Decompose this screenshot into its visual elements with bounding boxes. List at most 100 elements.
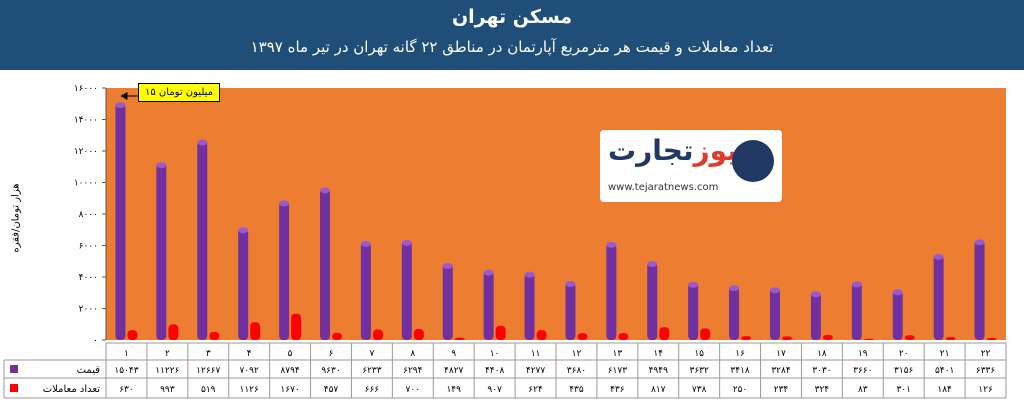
transaction-bar (618, 333, 629, 340)
transaction-value-label: ۳۰۱ (896, 385, 911, 395)
price-value-label: ۴۹۴۹ (649, 366, 669, 376)
price-bar-top (565, 281, 576, 288)
transaction-bar (168, 324, 179, 340)
price-bar (647, 261, 658, 340)
transaction-value-label: ۷۳۸ (692, 385, 707, 395)
category-label: ۱۹ (858, 349, 868, 359)
category-label: ۱۱ (531, 349, 541, 359)
category-label: ۱۴ (653, 349, 663, 359)
y-tick-label: ۱۰۰۰۰ (74, 179, 98, 189)
transaction-value-label: ۹۹۳ (160, 385, 175, 395)
category-label: ۵ (288, 349, 293, 359)
price-bar (606, 241, 617, 340)
price-bar-body (606, 242, 617, 340)
category-label: ۱۲ (572, 349, 582, 359)
price-bar-top (524, 271, 535, 278)
legend-label-price: قیمت (77, 365, 101, 376)
transaction-value-label: ۸۳ (858, 385, 868, 395)
y-tick-label: ۴۰۰۰ (79, 273, 98, 283)
price-bar-top (197, 139, 208, 146)
price-value-label: ۳۶۸۰ (567, 366, 586, 376)
price-bar (442, 262, 453, 340)
transaction-bar (413, 328, 424, 340)
price-bar-top (770, 287, 780, 294)
price-bar-top (974, 239, 985, 246)
price-bar-body (401, 240, 412, 340)
chart-header: مسکن تهران تعداد معاملات و قیمت هر مترمر… (0, 0, 1024, 70)
price-value-label: ۱۲۶۶۷ (196, 366, 220, 376)
transaction-value-label: ۱۱۲۶ (240, 385, 260, 395)
price-value-label: ۴۴۰۸ (485, 366, 505, 376)
category-label: ۲۲ (981, 349, 991, 359)
price-bar (770, 287, 780, 340)
price-bar (115, 102, 126, 340)
price-bar-body (320, 188, 330, 340)
transaction-bar (822, 334, 833, 340)
category-label: ۱۶ (735, 349, 745, 359)
price-value-label: ۳۲۸۴ (771, 366, 791, 376)
price-value-label: ۳۶۳۲ (690, 366, 710, 376)
price-bar-body (688, 282, 699, 340)
transaction-bar (127, 330, 138, 340)
price-bar (238, 227, 249, 340)
price-bar-top (401, 239, 412, 246)
price-value-label: ۴۸۲۷ (444, 366, 464, 376)
price-bar-top (156, 162, 167, 169)
price-bar-body (360, 241, 371, 340)
price-bar-top (238, 227, 249, 234)
y-tick-label: ۱۴۰۰۰ (74, 116, 98, 126)
price-bar-top (360, 240, 371, 247)
price-bar (729, 285, 740, 340)
y-tick-label: ۸۰۰۰ (79, 210, 98, 220)
transaction-bar (291, 313, 302, 340)
price-bar-body (892, 290, 903, 340)
y-tick-label: ۰ (93, 336, 98, 346)
price-bar-body (524, 272, 535, 340)
price-bar (320, 187, 330, 340)
price-value-label: ۳۴۱۸ (730, 366, 750, 376)
category-label: ۲ (165, 349, 170, 359)
transaction-value-label: ۱۲۶ (978, 385, 993, 395)
transaction-bar (659, 327, 670, 340)
logo-main-text: تجارت (608, 134, 694, 167)
price-bar (688, 281, 699, 340)
y-tick-label: ۲۰۰۰ (79, 305, 98, 315)
transaction-value-label: ۶۳۰ (119, 385, 134, 395)
price-value-label: ۶۳۳۶ (976, 366, 996, 376)
transaction-value-label: ۴۳۵ (569, 385, 584, 395)
price-bar-body (442, 263, 453, 340)
price-bar-body (933, 254, 944, 340)
transaction-value-label: ۹۰۷ (487, 385, 502, 395)
transaction-bar (454, 337, 465, 340)
price-bar (279, 200, 290, 340)
price-bar-body (770, 288, 780, 340)
price-value-label: ۳۶۶۰ (853, 366, 872, 376)
price-bar-body (729, 286, 740, 340)
transaction-bar (782, 336, 792, 340)
logo-url: www.tejaratnews.com (608, 182, 719, 193)
price-bar-top (729, 285, 740, 292)
transaction-value-label: ۲۵۰ (733, 385, 748, 395)
legend-swatch-transactions (10, 384, 18, 392)
price-bar-body (851, 282, 862, 340)
price-bar (197, 139, 208, 340)
price-value-label: ۹۶۳۰ (321, 366, 340, 376)
y-tick-label: ۶۰۰۰ (79, 242, 98, 252)
chart-title: مسکن تهران (451, 6, 573, 28)
category-label: ۱۰ (490, 349, 500, 359)
transaction-value-label: ۲۳۴ (774, 385, 789, 395)
category-label: ۸ (410, 349, 415, 359)
category-label: ۴ (247, 349, 252, 359)
price-bar-top (892, 289, 903, 296)
tejaratnews-logo: نیوزتجارت www.tejaratnews.com (600, 130, 782, 202)
price-bar-top (647, 261, 658, 268)
price-value-label: ۵۴۰۱ (935, 366, 954, 376)
transaction-bar (372, 329, 383, 340)
price-value-label: ۳۰۳۰ (812, 366, 831, 376)
chart-subtitle: تعداد معاملات و قیمت هر مترمربع آپارتمان… (250, 38, 774, 56)
max-price-callout: ۱۵ میلیون تومان (138, 83, 221, 102)
price-bar-body (974, 240, 985, 340)
price-value-label: ۱۱۲۲۶ (155, 366, 179, 376)
price-bar-top (483, 269, 494, 276)
price-bar (156, 162, 167, 340)
